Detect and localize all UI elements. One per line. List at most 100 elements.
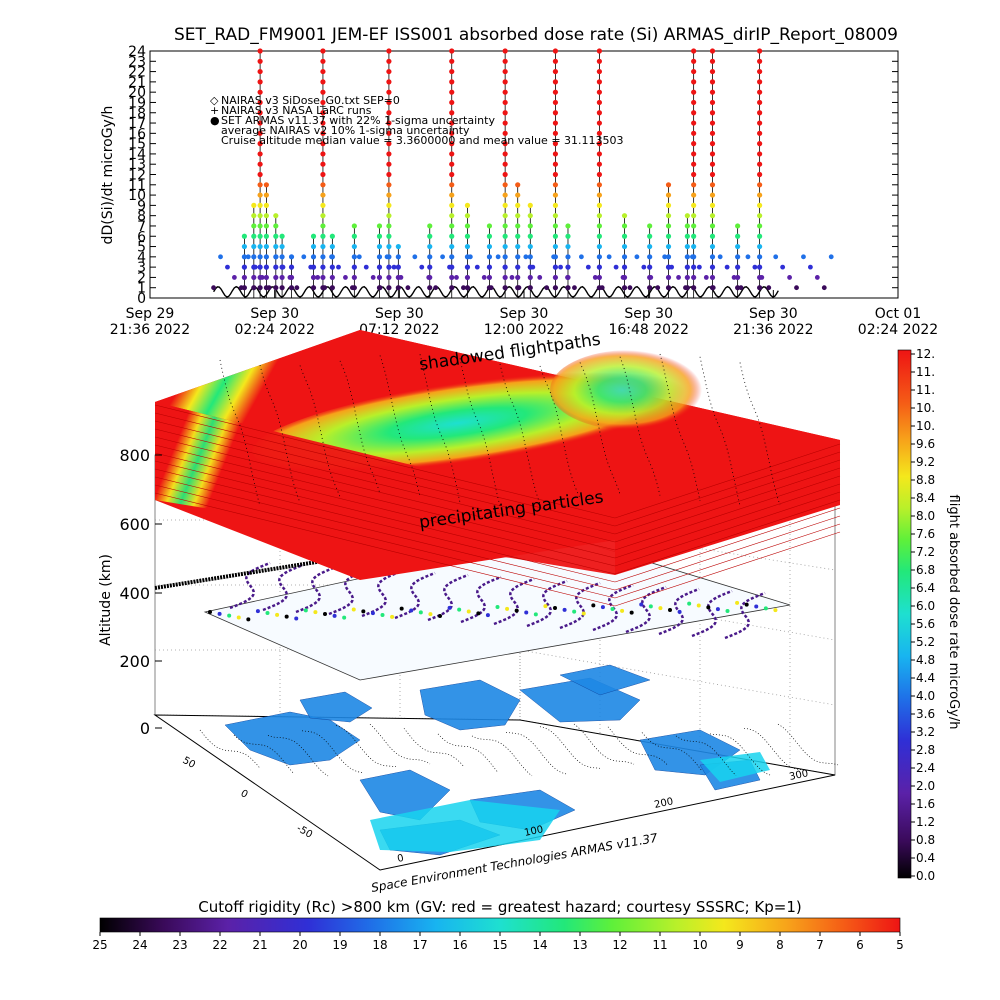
data-point (691, 264, 697, 270)
data-point (709, 243, 716, 250)
data-point (263, 202, 269, 208)
orbit-point (428, 612, 433, 617)
data-point (572, 285, 577, 291)
data-point (320, 243, 326, 250)
data-point (552, 213, 559, 219)
data-point (684, 243, 690, 250)
data-point (449, 213, 455, 219)
colorbar-tick-label: 16 (452, 938, 467, 952)
colorbar-tick-label: 23 (172, 938, 187, 952)
data-point (527, 213, 533, 219)
data-point (527, 243, 533, 250)
data-point (449, 192, 455, 198)
data-point (757, 254, 763, 260)
data-point (288, 254, 295, 260)
data-point (717, 254, 723, 260)
x-tick-label-time: 16:48 2022 (608, 322, 688, 338)
data-point (257, 120, 263, 126)
data-point (684, 213, 690, 219)
data-point (449, 243, 455, 250)
data-point (502, 192, 508, 198)
data-point (320, 120, 326, 126)
data-point (502, 171, 508, 178)
green-band-right (550, 350, 710, 430)
orbit-track (493, 577, 535, 626)
longitude-tick-label: 100 (523, 824, 544, 839)
data-point (662, 254, 668, 260)
orbit-point (332, 613, 337, 618)
data-point (691, 192, 697, 198)
data-point (502, 151, 508, 157)
colorbar-tick-label: 14 (532, 938, 547, 952)
data-point (552, 130, 559, 136)
data-point (787, 275, 792, 280)
data-point (552, 58, 559, 64)
data-point (691, 161, 697, 167)
data-point (596, 68, 602, 75)
data-point (621, 213, 628, 219)
data-point (596, 79, 602, 85)
data-point (757, 130, 763, 136)
data-point (709, 130, 716, 136)
slab-layer (154, 460, 616, 575)
data-point (266, 285, 272, 291)
data-point (467, 254, 473, 260)
rigidity-colorbar: Cutoff rigidity (Rc) >800 km (GV: red = … (92, 898, 903, 952)
data-point (627, 285, 633, 291)
ground-track (437, 733, 499, 773)
data-point (287, 275, 293, 280)
data-point (251, 202, 257, 208)
orbit-point (514, 608, 519, 613)
ground-track (607, 726, 669, 766)
x-tick-label-date: Sep 29 (126, 306, 175, 322)
y-axis-label: dD(Si)/dt microGy/h (100, 106, 116, 245)
data-point (759, 275, 765, 280)
slab-layer (614, 515, 841, 591)
data-point (735, 285, 741, 291)
data-point (709, 213, 716, 219)
shadowed-flightpath (219, 359, 261, 507)
data-point (386, 68, 392, 75)
data-point (464, 233, 471, 239)
data-point (336, 264, 341, 270)
y-tick-label: 17 (128, 116, 146, 132)
data-point (263, 233, 269, 239)
data-point (794, 285, 799, 291)
data-point (684, 233, 690, 239)
latitude-tick-label: 0 (239, 788, 250, 801)
slab-layer (154, 468, 616, 583)
data-point (691, 285, 697, 291)
data-point (320, 89, 326, 95)
data-point (665, 274, 672, 281)
colorbar-tick-label: 6.4 (916, 581, 935, 595)
y-tick-label: 4 (137, 250, 146, 266)
data-point (731, 275, 737, 280)
data-point (386, 202, 392, 208)
data-point (596, 274, 602, 281)
data-point (320, 110, 326, 116)
data-point (376, 243, 383, 250)
data-point (320, 274, 326, 281)
orbit-point (361, 609, 366, 614)
data-point (349, 285, 355, 291)
data-point (691, 223, 697, 229)
data-point (427, 254, 433, 260)
data-point (552, 48, 559, 54)
data-point (257, 68, 263, 75)
slab-layer-lines (154, 353, 841, 607)
colorbar-tick-label: 22 (212, 938, 227, 952)
data-point (691, 202, 697, 208)
x-tick-label-date: Oct 01 (875, 306, 921, 322)
data-point (386, 243, 392, 250)
data-point (257, 202, 263, 208)
colorbar-tick-label: 13 (572, 938, 587, 952)
data-point (691, 99, 697, 106)
colorbar-tick-label: 3.2 (916, 725, 935, 739)
y-tick-label: 21 (128, 75, 146, 91)
land-mass (559, 664, 651, 696)
data-point (596, 58, 602, 64)
y-tick-label: 3 (137, 260, 146, 276)
data-point (386, 141, 392, 147)
